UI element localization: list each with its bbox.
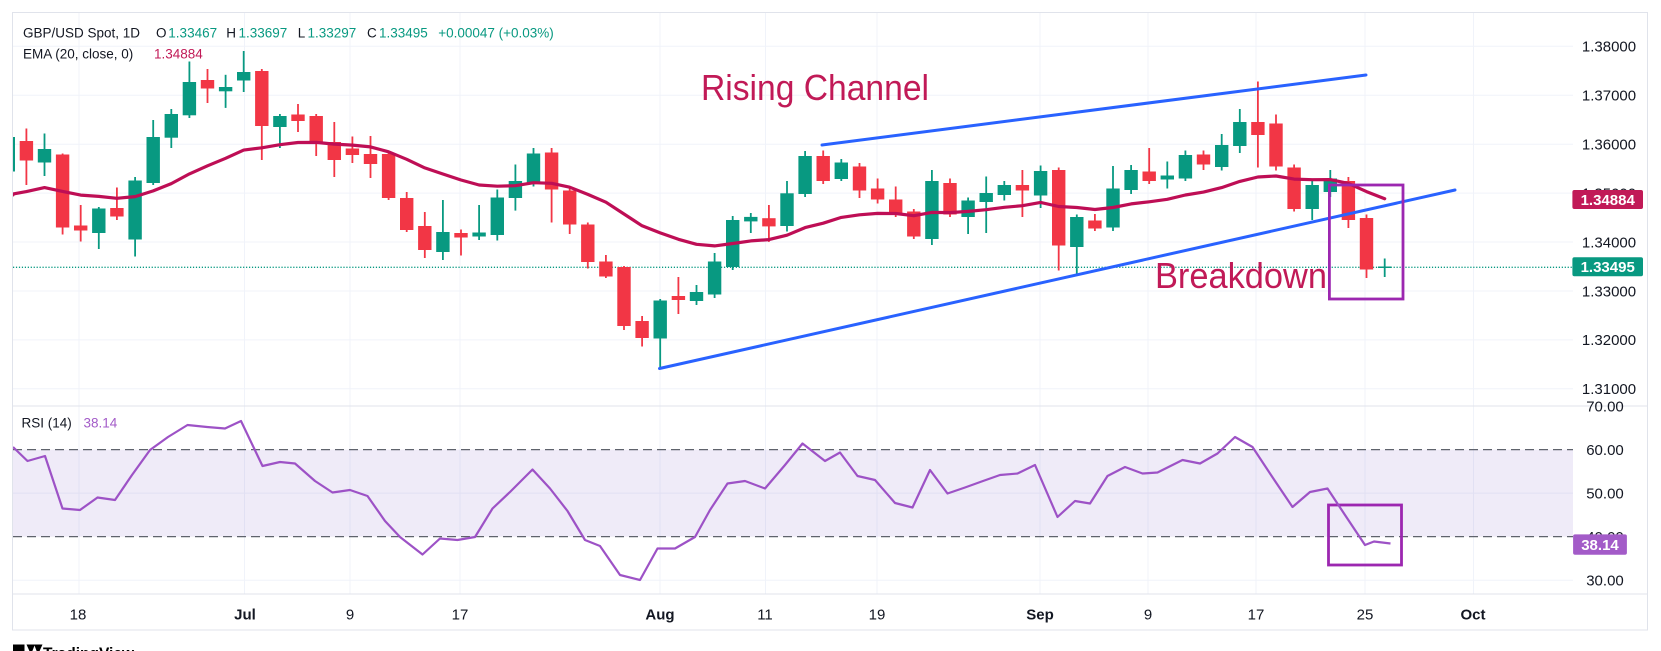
svg-text:1.34884: 1.34884 [1581,192,1636,209]
svg-text:1.33000: 1.33000 [1582,283,1636,300]
svg-text:1.32000: 1.32000 [1582,332,1636,349]
svg-text:70.00: 70.00 [1586,398,1624,415]
svg-text:1.33467: 1.33467 [168,26,217,41]
svg-text:9: 9 [1144,607,1152,624]
svg-text:GBP/USD Spot, 1D: GBP/USD Spot, 1D [23,26,140,41]
svg-text:1.33297: 1.33297 [308,26,357,41]
svg-text:L: L [298,26,306,41]
svg-text:60.00: 60.00 [1586,442,1624,459]
svg-text:1.33495: 1.33495 [379,26,428,41]
svg-text:1.38000: 1.38000 [1582,39,1636,56]
svg-text:H: H [226,26,236,41]
svg-text:Sep: Sep [1026,607,1054,624]
svg-text:RSI (14): RSI (14) [22,416,72,431]
svg-text:+0.00047 (+0.03%): +0.00047 (+0.03%) [438,26,554,41]
svg-text:17: 17 [1248,607,1265,624]
svg-text:C: C [367,26,377,41]
svg-text:Rising Channel: Rising Channel [701,67,929,108]
svg-text:Jul: Jul [234,607,256,624]
svg-text:Breakdown: Breakdown [1155,255,1327,296]
svg-text:17: 17 [452,607,469,624]
svg-text:Oct: Oct [1460,607,1485,624]
svg-text:19: 19 [869,607,886,624]
svg-text:25: 25 [1357,607,1374,624]
svg-text:Aug: Aug [645,607,674,624]
svg-text:TradingView: TradingView [43,646,135,651]
svg-text:1.34884: 1.34884 [154,47,203,62]
svg-text:18: 18 [70,607,87,624]
svg-text:30.00: 30.00 [1586,573,1624,590]
svg-text:O: O [156,26,167,41]
svg-text:9: 9 [346,607,354,624]
svg-text:EMA (20, close, 0): EMA (20, close, 0) [23,47,133,62]
svg-text:50.00: 50.00 [1586,485,1624,502]
svg-text:1.34000: 1.34000 [1582,234,1636,251]
svg-text:38.14: 38.14 [84,416,118,431]
svg-text:1.36000: 1.36000 [1582,137,1636,154]
svg-text:1.31000: 1.31000 [1582,381,1636,398]
svg-text:1.37000: 1.37000 [1582,88,1636,105]
svg-text:11: 11 [757,607,773,624]
svg-text:38.14: 38.14 [1581,537,1619,554]
svg-text:1.33495: 1.33495 [1581,259,1635,276]
svg-text:1.33697: 1.33697 [239,26,288,41]
